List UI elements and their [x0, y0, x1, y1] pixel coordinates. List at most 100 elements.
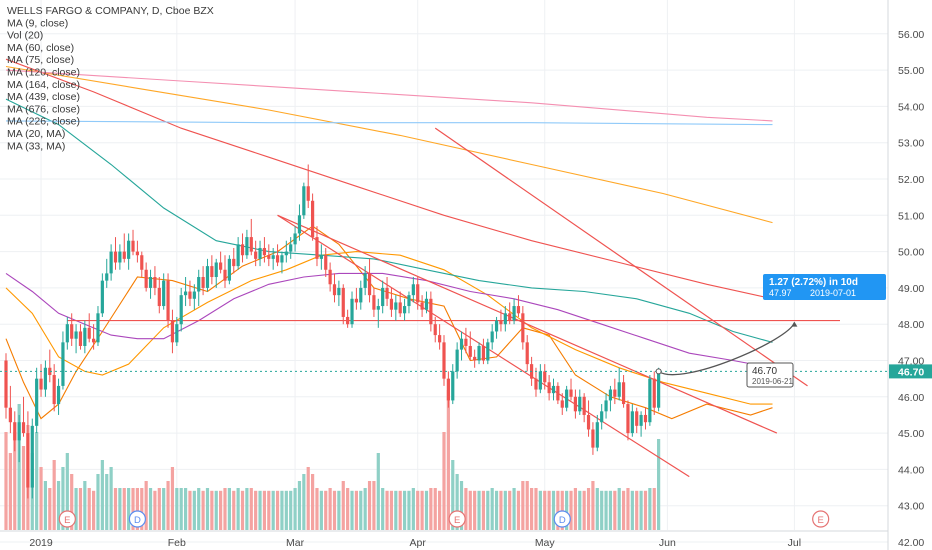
candle-body — [389, 298, 394, 310]
volume-bar — [350, 490, 354, 530]
volume-bar — [332, 490, 337, 530]
candle-body — [127, 240, 131, 259]
candle-body — [459, 338, 464, 350]
volume-bar — [530, 488, 534, 530]
candle-body — [153, 277, 157, 288]
price-tick-label: 49.00 — [898, 283, 924, 295]
ma-line — [5, 65, 773, 224]
candle-body — [175, 324, 179, 343]
candle-body — [534, 378, 538, 390]
candle-body — [166, 280, 170, 321]
volume-bar — [499, 490, 503, 530]
candle-body — [416, 284, 420, 303]
price-tick-label: 56.00 — [898, 29, 924, 41]
legend-item: MA (9, close) — [7, 17, 68, 29]
price-axis[interactable]: 56.00 55.00 54.00 53.00 52.00 51.00 50.00 49.00… — [887, 0, 932, 550]
candle-body — [586, 414, 591, 430]
moving-average-lines — [5, 58, 773, 420]
volume-bar — [74, 488, 78, 530]
volume-bar — [630, 490, 634, 530]
volume-bar — [175, 488, 179, 530]
volume-bar — [468, 490, 472, 530]
volume-bar — [8, 453, 12, 530]
candle-body — [280, 255, 284, 263]
candle-body — [254, 251, 258, 259]
time-tick-label: Jun — [659, 537, 676, 549]
volume-bar — [83, 481, 87, 530]
volume-bar — [109, 467, 113, 530]
candle-body — [302, 186, 306, 216]
candle-body — [639, 414, 643, 426]
time-axis[interactable]: 2019 Feb Mar Apr May Jun Jul — [0, 530, 888, 549]
candle-body — [442, 342, 446, 379]
candle-body — [223, 269, 227, 281]
volume-bar — [289, 490, 293, 530]
volume-bar — [13, 432, 17, 530]
candle-body — [512, 306, 516, 321]
candle-body — [131, 240, 135, 252]
volume-bar — [4, 432, 8, 530]
candle-body — [573, 396, 577, 412]
volume-bar — [122, 488, 126, 530]
candle-body — [275, 255, 280, 263]
volume-bar — [105, 474, 109, 530]
candle-body — [240, 244, 245, 256]
candle-body — [70, 324, 74, 339]
candle-body — [324, 255, 328, 270]
volume-bar — [214, 490, 218, 530]
candle-body — [332, 284, 337, 296]
candle-body — [341, 287, 345, 317]
candle-body — [516, 306, 521, 314]
price-tick-label: 43.00 — [898, 501, 924, 513]
candle-body — [595, 422, 599, 448]
volume-bar — [560, 490, 564, 530]
volume-bar — [56, 481, 61, 530]
legend-item: MA (75, close) — [7, 54, 74, 66]
candle-body — [451, 371, 455, 401]
volume-bar — [486, 490, 490, 530]
candle-body — [508, 313, 512, 321]
volume-bar — [267, 490, 271, 530]
symbol-title: WELLS FARGO & COMPANY, D, Cboe BZX — [7, 5, 214, 17]
candle-body — [319, 255, 323, 259]
legend-item: MA (226, close) — [7, 116, 80, 128]
candlestick-series — [4, 164, 661, 499]
volume-bar — [306, 467, 310, 530]
volume-bar — [65, 453, 69, 530]
candle-body — [337, 287, 341, 296]
candle-body — [560, 400, 564, 408]
volume-bar — [92, 490, 96, 530]
volume-bar — [284, 490, 288, 530]
candle-body — [657, 371, 661, 408]
candle-body — [48, 367, 52, 376]
volume-bar — [227, 488, 231, 530]
volume-bar — [586, 488, 591, 530]
volume-bar — [319, 490, 323, 530]
candle-body — [481, 345, 486, 361]
candle-body — [429, 298, 433, 325]
candle-body — [424, 298, 429, 310]
volume-bar — [604, 490, 608, 530]
legend-item: MA (676, close) — [7, 103, 80, 115]
candle-body — [21, 422, 26, 434]
candle-body — [551, 385, 556, 394]
volume-bar — [481, 490, 486, 530]
ma-line — [5, 58, 773, 300]
candle-body — [271, 255, 275, 259]
candle-body — [245, 237, 249, 256]
projection-callout-change: 1.27 (2.72%) in 10d — [769, 277, 858, 288]
candle-body — [420, 302, 424, 310]
candle-body — [4, 360, 8, 408]
candle-body — [503, 313, 507, 325]
projection-arrow — [791, 321, 798, 327]
candle-body — [306, 186, 310, 201]
volume-bar — [429, 488, 433, 530]
volume-bar — [442, 432, 446, 530]
volume-bar — [433, 488, 437, 530]
candle-body — [188, 291, 192, 299]
candle-body — [446, 378, 450, 401]
volume-bar — [232, 490, 236, 530]
price-tick-label: 44.00 — [898, 464, 924, 476]
volume-bar — [131, 488, 135, 530]
